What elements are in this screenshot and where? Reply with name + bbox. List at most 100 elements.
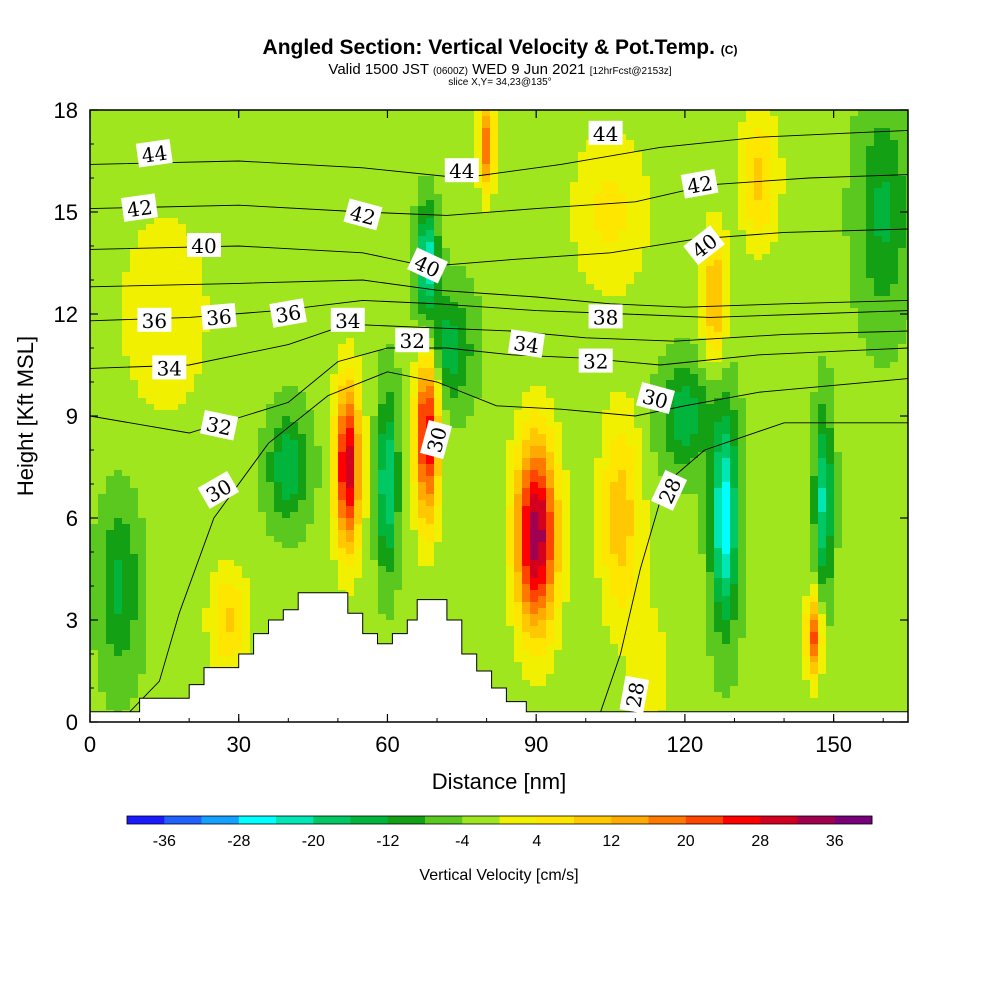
field-cell bbox=[506, 200, 515, 207]
field-cell bbox=[586, 266, 595, 273]
field-cell bbox=[666, 320, 675, 327]
field-cell bbox=[378, 320, 387, 327]
field-cell bbox=[610, 290, 619, 297]
field-cell bbox=[266, 134, 275, 141]
field-cell bbox=[370, 230, 379, 237]
field-cell bbox=[570, 194, 579, 201]
field-cell bbox=[618, 296, 627, 303]
field-cell bbox=[482, 146, 491, 153]
field-cell bbox=[882, 152, 891, 159]
field-cell bbox=[514, 368, 523, 375]
field-cell bbox=[570, 146, 579, 153]
field-cell bbox=[122, 380, 131, 387]
field-cell bbox=[330, 146, 339, 153]
field-cell bbox=[890, 194, 899, 201]
field-cell bbox=[306, 290, 315, 297]
field-cell bbox=[698, 266, 707, 273]
field-cell bbox=[514, 260, 523, 267]
field-cell bbox=[474, 140, 483, 147]
field-cell bbox=[114, 392, 123, 399]
field-cell bbox=[722, 320, 731, 327]
field-cell bbox=[850, 260, 859, 267]
field-cell bbox=[554, 152, 563, 159]
field-cell bbox=[506, 368, 515, 375]
field-cell bbox=[778, 134, 787, 141]
field-cell bbox=[746, 152, 755, 159]
field-cell bbox=[770, 362, 779, 369]
field-cell bbox=[706, 392, 715, 399]
field-cell bbox=[98, 110, 107, 117]
field-cell bbox=[706, 266, 715, 273]
field-cell bbox=[866, 344, 875, 351]
field-cell bbox=[218, 272, 227, 279]
field-cell bbox=[834, 152, 843, 159]
field-cell bbox=[834, 380, 843, 387]
field-cell bbox=[810, 224, 819, 231]
field-cell bbox=[178, 272, 187, 279]
field-cell bbox=[418, 152, 427, 159]
field-cell bbox=[722, 146, 731, 153]
field-cell bbox=[234, 344, 243, 351]
field-cell bbox=[490, 368, 499, 375]
field-cell bbox=[826, 230, 835, 237]
field-cell bbox=[410, 314, 419, 321]
field-cell bbox=[474, 182, 483, 189]
field-cell bbox=[130, 110, 139, 117]
field-cell bbox=[874, 170, 883, 177]
field-cell bbox=[882, 380, 891, 387]
field-cell bbox=[690, 302, 699, 309]
field-cell bbox=[858, 242, 867, 249]
field-cell bbox=[186, 254, 195, 261]
field-cell bbox=[194, 110, 203, 117]
field-cell bbox=[778, 332, 787, 339]
field-cell bbox=[730, 206, 739, 213]
field-cell bbox=[866, 332, 875, 339]
field-cell bbox=[226, 356, 235, 363]
field-cell bbox=[554, 194, 563, 201]
field-cell bbox=[818, 278, 827, 285]
field-cell bbox=[322, 200, 331, 207]
field-cell bbox=[434, 170, 443, 177]
field-cell bbox=[226, 272, 235, 279]
field-cell bbox=[674, 152, 683, 159]
field-cell bbox=[730, 254, 739, 261]
field-cell bbox=[154, 290, 163, 297]
field-cell bbox=[186, 164, 195, 171]
field-cell bbox=[106, 146, 115, 153]
field-cell bbox=[514, 122, 523, 129]
field-cell bbox=[146, 296, 155, 303]
field-cell bbox=[730, 230, 739, 237]
field-cell bbox=[762, 278, 771, 285]
field-cell bbox=[258, 254, 267, 261]
field-cell bbox=[602, 326, 611, 333]
field-cell bbox=[378, 116, 387, 123]
field-cell bbox=[306, 182, 315, 189]
field-cell bbox=[682, 296, 691, 303]
field-cell bbox=[242, 182, 251, 189]
field-cell bbox=[130, 176, 139, 183]
field-cell bbox=[650, 140, 659, 147]
field-cell bbox=[218, 218, 227, 225]
field-cell bbox=[482, 254, 491, 261]
field-cell bbox=[242, 296, 251, 303]
field-cell bbox=[306, 212, 315, 219]
field-cell bbox=[834, 140, 843, 147]
field-cell bbox=[274, 236, 283, 243]
field-cell bbox=[882, 284, 891, 291]
field-cell bbox=[658, 326, 667, 333]
field-cell bbox=[482, 314, 491, 321]
field-cell bbox=[850, 368, 859, 375]
field-cell bbox=[794, 374, 803, 381]
field-cell bbox=[482, 320, 491, 327]
field-cell bbox=[538, 386, 547, 393]
field-cell bbox=[866, 152, 875, 159]
field-cell bbox=[698, 116, 707, 123]
field-cell bbox=[114, 134, 123, 141]
field-cell bbox=[386, 236, 395, 243]
field-cell bbox=[546, 170, 555, 177]
field-cell bbox=[698, 362, 707, 369]
field-cell bbox=[546, 332, 555, 339]
field-cell bbox=[690, 326, 699, 333]
field-cell bbox=[746, 326, 755, 333]
field-cell bbox=[346, 350, 355, 357]
